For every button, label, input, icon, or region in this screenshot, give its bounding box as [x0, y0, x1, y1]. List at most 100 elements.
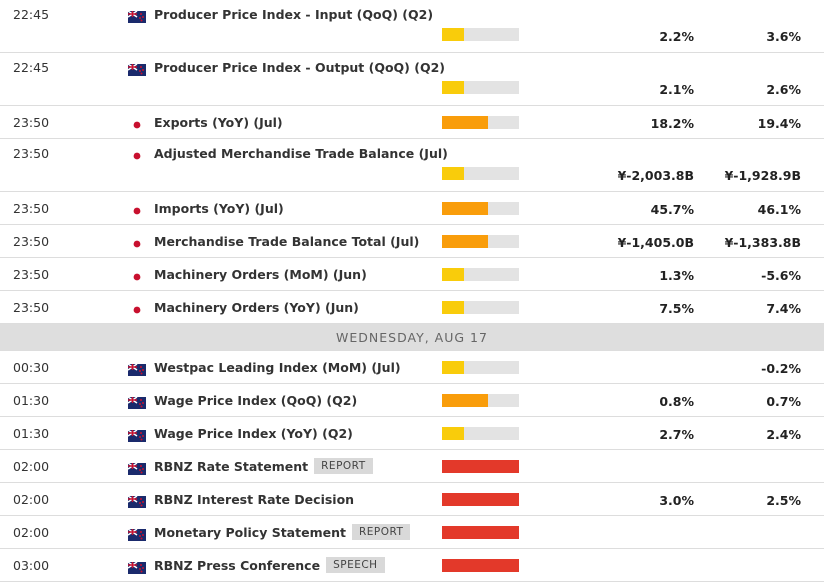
previous-value: -5.6%	[761, 268, 801, 283]
event-name: Imports (YoY) (Jul)	[154, 201, 284, 216]
country-flag	[128, 202, 146, 217]
event-name: Machinery Orders (YoY) (Jun)	[154, 300, 359, 315]
event-time: 23:50	[13, 115, 50, 130]
country-flag	[128, 301, 146, 316]
impact-bar	[442, 427, 519, 440]
previous-value: -0.2%	[761, 361, 801, 376]
country-flag	[128, 147, 146, 162]
event-name: Machinery Orders (MoM) (Jun)	[154, 267, 367, 282]
event-time: 03:00	[13, 558, 50, 573]
previous-value: 3.6%	[766, 29, 801, 44]
previous-value: 2.6%	[766, 82, 801, 97]
impact-bar	[442, 301, 519, 314]
event-row: 23:50 Merchandise Trade Balance Total (Ju…	[0, 225, 824, 258]
impact-bar	[442, 235, 519, 248]
actual-value: 2.1%	[659, 82, 694, 97]
previous-value: ¥-1,383.8B	[724, 235, 801, 250]
event-name: Monetary Policy Statement	[154, 525, 346, 540]
impact-fill	[442, 167, 464, 180]
country-flag	[127, 493, 146, 508]
country-flag	[128, 235, 146, 250]
impact-fill	[442, 559, 519, 572]
country-flag	[127, 559, 146, 574]
event-row: 01:30 Wage Price Index (QoQ) (Q2) 0.8% 0.7%	[0, 384, 824, 417]
event-row: 23:50 Machinery Orders (YoY) (Jun) 7.5% 7.4…	[0, 291, 824, 324]
country-flag	[127, 394, 146, 409]
previous-value: ¥-1,928.9B	[724, 168, 801, 183]
event-time: 01:30	[13, 393, 50, 408]
event-row: 23:50 Imports (YoY) (Jul) 45.7% 46.1%	[0, 192, 824, 225]
event-name: Exports (YoY) (Jul)	[154, 115, 283, 130]
event-row: 23:50 Adjusted Merchandise Trade Balance …	[0, 139, 824, 192]
event-name: Wage Price Index (YoY) (Q2)	[154, 426, 353, 441]
impact-bar	[442, 460, 519, 473]
event-tag: SPEECH	[326, 557, 385, 573]
event-name: RBNZ Press Conference	[154, 558, 321, 573]
previous-value: 2.5%	[766, 493, 801, 508]
event-row: 00:30 Westpac Leading Index (MoM) (Jul) -0…	[0, 351, 824, 384]
country-flag	[127, 526, 146, 541]
impact-fill	[442, 81, 464, 94]
actual-value: 1.3%	[659, 268, 694, 283]
country-flag	[127, 460, 146, 475]
previous-value: 0.7%	[766, 394, 801, 409]
event-row: 22:45 Producer Price Index - Input (QoQ) …	[0, 0, 824, 53]
impact-fill	[442, 493, 519, 506]
date-divider: WEDNESDAY, AUG 17	[0, 324, 824, 351]
impact-fill	[442, 268, 464, 281]
event-row: 02:00 RBNZ Rate Statement REPORT	[0, 450, 824, 483]
impact-bar	[442, 361, 519, 374]
country-flag	[128, 268, 146, 283]
impact-fill	[442, 361, 464, 374]
actual-value: 0.8%	[659, 394, 694, 409]
event-row: 01:30 Wage Price Index (YoY) (Q2) 2.7% 2.4%	[0, 417, 824, 450]
event-time: 23:50	[13, 146, 50, 161]
event-name: Producer Price Index - Input (QoQ) (Q2)	[154, 7, 434, 22]
impact-bar	[442, 559, 519, 572]
event-row: 23:50 Exports (YoY) (Jul) 18.2% 19.4%	[0, 106, 824, 139]
impact-bar	[442, 493, 519, 506]
previous-value: 7.4%	[766, 301, 801, 316]
actual-value: 3.0%	[659, 493, 694, 508]
impact-fill	[442, 28, 464, 41]
event-name: Wage Price Index (QoQ) (Q2)	[154, 393, 358, 408]
impact-fill	[442, 301, 464, 314]
impact-fill	[442, 394, 488, 407]
impact-fill	[442, 427, 464, 440]
event-time: 02:00	[13, 459, 50, 474]
country-flag	[128, 116, 146, 131]
event-row: 03:00 RBNZ Press Conference SPEECH	[0, 549, 824, 582]
actual-value: 45.7%	[650, 202, 694, 217]
actual-value: 2.2%	[659, 29, 694, 44]
event-row: 23:50 Machinery Orders (MoM) (Jun) 1.3% -5.…	[0, 258, 824, 291]
impact-bar	[442, 394, 519, 407]
event-name: Westpac Leading Index (MoM) (Jul)	[154, 360, 401, 375]
actual-value: 18.2%	[650, 116, 694, 131]
country-flag	[127, 61, 146, 76]
impact-fill	[442, 235, 488, 248]
previous-value: 19.4%	[757, 116, 801, 131]
event-tag: REPORT	[314, 458, 373, 474]
actual-value: ¥-2,003.8B	[617, 168, 694, 183]
actual-value: ¥-1,405.0B	[617, 235, 694, 250]
event-time: 23:50	[13, 234, 50, 249]
event-time: 01:30	[13, 426, 50, 441]
event-time: 23:50	[13, 201, 50, 216]
event-name: RBNZ Interest Rate Decision	[154, 492, 355, 507]
impact-bar	[442, 28, 519, 41]
event-time: 22:45	[13, 60, 50, 75]
country-flag	[127, 427, 146, 442]
event-name: Producer Price Index - Output (QoQ) (Q2)	[154, 60, 445, 75]
event-tag: REPORT	[351, 524, 411, 540]
event-row: 02:00 RBNZ Interest Rate Decision 3.0% 2.5%	[0, 483, 824, 516]
event-row: 22:45 Producer Price Index - Output (QoQ)…	[0, 53, 824, 106]
impact-fill	[442, 202, 488, 215]
event-time: 23:50	[13, 267, 50, 282]
event-time: 23:50	[13, 300, 50, 315]
impact-bar	[442, 526, 519, 539]
event-name: Adjusted Merchandise Trade Balance (Jul)	[154, 146, 448, 161]
actual-value: 7.5%	[659, 301, 694, 316]
actual-value: 2.7%	[659, 427, 694, 442]
event-name: RBNZ Rate Statement	[154, 459, 309, 474]
